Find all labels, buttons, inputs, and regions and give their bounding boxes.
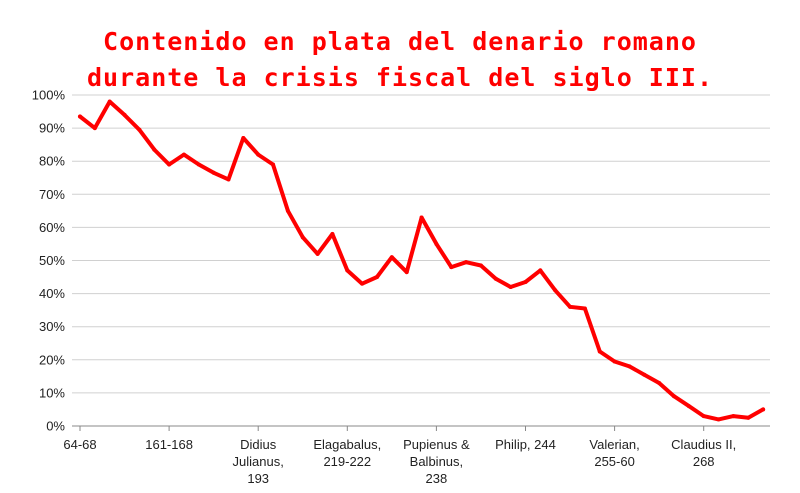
data-point [271,162,276,167]
y-tick-label: 70% [39,187,65,202]
x-tick-label: 161-168 [145,437,193,452]
data-point [78,114,82,119]
data-point [241,136,246,141]
data-point [657,380,662,385]
y-tick-label: 90% [39,121,65,136]
x-tick-label: 255-60 [594,454,634,469]
x-tick-label: 268 [693,454,715,469]
data-point [523,280,528,285]
data-point [389,255,394,260]
y-tick-label: 10% [39,385,65,400]
x-tick-label: 238 [426,471,448,486]
y-tick-label: 80% [39,154,65,169]
data-point [716,417,721,422]
data-point [464,260,469,265]
x-tick-label: Elagabalus, [313,437,381,452]
data-point [315,251,320,256]
data-point [449,265,454,270]
x-tick-label: Balbinus, [410,454,463,469]
y-tick-label: 60% [39,220,65,235]
data-point [508,284,513,289]
data-point [478,263,483,268]
data-point [612,359,617,364]
data-point [404,270,409,275]
data-point [211,170,216,175]
data-point [553,288,558,293]
y-tick-label: 20% [39,352,65,367]
x-tick-label: 64-68 [63,437,96,452]
data-point [493,276,498,281]
data-point [597,349,602,354]
data-point [300,235,305,240]
data-point [92,126,97,131]
y-tick-label: 100% [32,88,66,103]
data-point [226,177,231,182]
data-point [434,241,439,246]
y-tick-label: 50% [39,253,65,268]
series-layer [78,99,766,422]
gridlines [72,94,770,394]
data-point [761,407,766,412]
data-point [672,394,676,399]
data-point [152,147,157,152]
data-point [731,414,736,419]
chart-title-line-2: durante la crisis fiscal del siglo III. [87,63,713,92]
data-point [181,152,186,157]
data-point [538,268,543,273]
data-point [360,281,365,286]
data-point [167,162,172,167]
data-point [568,304,573,309]
chart-title-line-1: Contenido en plata del denario romano [103,27,697,56]
y-tick-label: 30% [39,319,65,334]
y-axis-ticks: 0% 10% 20% 30% 40% 50% 60% 70% 80% 90% 100% [32,88,66,434]
data-point [419,215,424,220]
chart-title: Contenido en plata del denario romano du… [0,24,800,96]
data-point [285,208,290,213]
data-point [122,112,127,117]
x-tick-label: 193 [247,471,269,486]
data-point [137,127,142,132]
x-tick-label: Claudius II, [671,437,736,452]
x-tick-label: Philip, 244 [495,437,556,452]
data-point [330,232,335,237]
data-point [686,404,691,409]
x-axis: 64-68 161-168 Didius Julianus, 193 Elagabalus… [63,425,770,486]
x-tick-label: Julianus, [233,454,284,469]
data-point [345,268,350,273]
x-tick-label: Valerian, [589,437,639,452]
data-point [746,415,751,420]
x-tick-label: 219-222 [323,454,371,469]
y-tick-label: 0% [46,419,65,434]
data-point [701,414,706,419]
data-point [642,372,647,377]
y-tick-label: 40% [39,286,65,301]
data-point [196,162,201,167]
x-tick-label: Didius [240,437,277,452]
data-point [627,364,632,369]
x-tick-label: Pupienus & [403,437,470,452]
data-point [375,275,379,280]
data-point [256,152,261,157]
data-point [107,99,112,104]
data-point [582,306,587,311]
